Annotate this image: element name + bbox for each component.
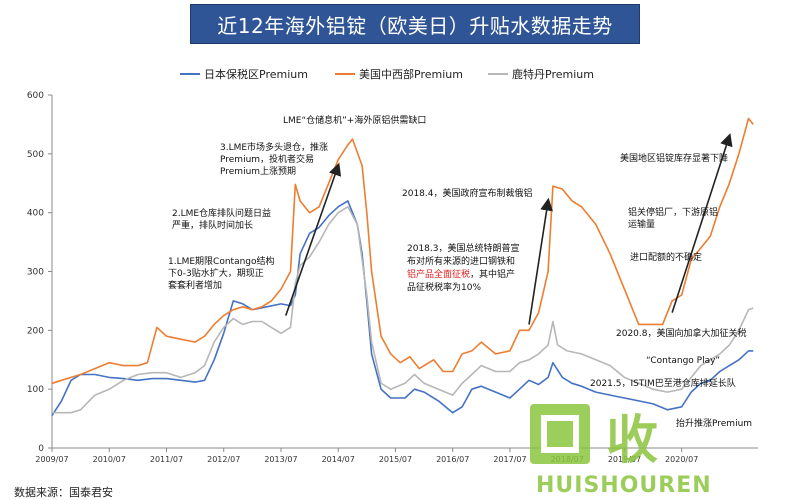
x-tick-label: 2012/07 <box>207 455 240 464</box>
y-tick-label: 500 <box>27 150 44 160</box>
x-tick-label: 2010/07 <box>93 455 126 464</box>
x-tick-label: 2014/07 <box>322 455 355 464</box>
ann-contango: “Contango Play” <box>646 356 720 366</box>
chart-title: 近12年海外铝锭（欧美日）升贴水数据走势 <box>217 13 613 38</box>
ann-3-line-1: Premium，投机者交易 <box>220 153 314 165</box>
ann-us-inv: 美国地区铝锭库存显著下降 <box>620 152 728 164</box>
series-line-2 <box>52 206 754 414</box>
ann-1-line-0: 1.LME期限Contango结构 <box>168 255 275 267</box>
ann-3-line-2: Premium上涨预期 <box>220 166 296 177</box>
x-tick-label: 2019/07 <box>608 455 641 464</box>
legend-label-1: 美国中西部Premium <box>359 67 463 81</box>
ann-3-line-0: 3.LME市场多头退仓，推涨 <box>220 141 328 153</box>
legend-label-0: 日本保税区Premium <box>204 67 308 81</box>
series-line-1 <box>51 117 754 385</box>
series-line-0 <box>51 200 754 417</box>
svg-text:收: 收 <box>606 411 658 471</box>
ann-2018-3-line-3: 品征税税率为10% <box>407 281 481 293</box>
x-tick-label: 2015/07 <box>379 455 412 464</box>
ann-1-line-2: 套套利者增加 <box>168 279 222 291</box>
ann-2018-3-highlight: 铝产品全面征税 <box>407 268 470 280</box>
legend-label-2: 鹿特丹Premium <box>512 67 594 81</box>
chart-title-banner: 近12年海外铝锭（欧美日）升贴水数据走势 <box>190 4 640 44</box>
ann-2-line-0: 2.LME仓库排队问题日益 <box>172 207 271 219</box>
ann-2018-3-tail: ，其中铝产 <box>470 268 515 280</box>
trend-arrow-2 <box>671 133 733 313</box>
ann-closure-line-0: 铝关停铝厂，下游原铝 <box>628 206 718 218</box>
ann-2018-3-line-2: 铝产品全面征税，其中铝产 <box>407 268 515 280</box>
x-tick-label: 2009/07 <box>35 455 68 464</box>
y-tick-label: 200 <box>27 326 44 336</box>
y-tick-label: 300 <box>27 268 44 278</box>
ann-1-line-1: 下0-3贴水扩大，期现正 <box>168 267 264 279</box>
y-tick-label: 600 <box>27 91 44 101</box>
ann-2021-5: 2021.5，ISTIM巴至港仓库排延长队 <box>590 377 736 389</box>
x-tick-label: 2016/07 <box>436 455 469 464</box>
x-tick-label: 2020/07 <box>665 455 698 464</box>
x-tick-label: 2011/07 <box>150 455 183 464</box>
y-tick-label: 400 <box>27 209 44 219</box>
trend-arrow-0 <box>284 162 342 316</box>
ann-closure-line-1: 运输量 <box>628 218 655 230</box>
y-tick-label: 100 <box>27 385 44 395</box>
ann-2018-3-line-0: 2018.3，美国总统特朗普宣 <box>407 242 520 254</box>
svg-text:HUISHOUREN: HUISHOUREN <box>536 473 712 498</box>
ann-2020-8: 2020.8，美国向加拿大加征关税 <box>616 327 747 339</box>
ann-uncertain: 进口配额的不确定 <box>630 251 702 263</box>
ann-2018-3-line-1: 布对所有来源的进口钢铁和 <box>407 255 515 267</box>
watermark-logo: 收 HUISHOUREN <box>530 404 712 498</box>
source-note: 数据来源：国泰君安 <box>14 486 113 499</box>
ann-2-line-1: 严重，排队时间加长 <box>172 219 253 231</box>
ann-2018-4: 2018.4，美国政府宣布制裁俄铝 <box>402 187 533 199</box>
trend-arrow-1 <box>528 197 553 325</box>
y-tick-label: 0 <box>38 444 44 454</box>
ann-lme-storage: LME“仓储息机”+海外原铝供需缺口 <box>283 114 426 126</box>
x-tick-label: 2013/07 <box>264 455 297 464</box>
x-tick-label: 2017/07 <box>493 455 526 464</box>
ann-premium-up: 抬升推涨Premium <box>676 417 752 429</box>
